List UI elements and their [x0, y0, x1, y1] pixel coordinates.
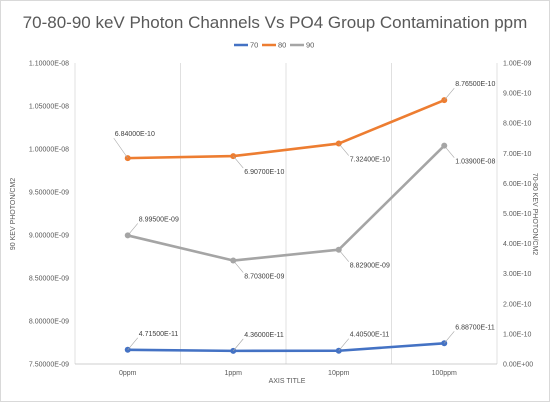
right-tick-label: 5.00E-10	[503, 211, 532, 218]
data-label: 6.90700E-10	[244, 169, 284, 176]
data-label: 4.36000E-11	[244, 332, 284, 339]
x-tick-label: 100ppm	[432, 370, 457, 377]
right-tick-label: 0.00E+00	[503, 362, 533, 369]
data-label: 7.32400E-10	[350, 157, 390, 164]
left-tick-label: 9.00000E-09	[29, 233, 69, 240]
leader-line	[444, 145, 455, 158]
right-tick-label: 2.00E-10	[503, 301, 532, 308]
x-axis-ticks: 0ppm 1ppm 10ppm 100ppm	[119, 370, 457, 377]
data-label: 8.99500E-09	[139, 216, 179, 223]
legend: 70 80 90	[234, 41, 314, 50]
right-tick-label: 3.00E-10	[503, 271, 532, 278]
right-axis-title: 70-80 KEV PHOTON/CM2	[531, 173, 538, 255]
right-axis-ticks: 0.00E+00 1.00E-10 2.00E-10 3.00E-10 4.00E-10…	[503, 61, 533, 369]
leader-line	[444, 331, 455, 344]
leader-line	[127, 337, 138, 350]
leader-line	[338, 143, 349, 156]
data-label: 6.88700E-11	[455, 324, 495, 331]
left-tick-label: 8.50000E-09	[29, 276, 69, 283]
data-label: 1.03900E-08	[455, 159, 495, 166]
left-tick-label: 8.00000E-09	[29, 319, 69, 326]
left-tick-label: 9.50000E-09	[29, 190, 69, 197]
left-tick-label: 1.05000E-08	[29, 104, 69, 111]
leader-line	[233, 338, 244, 352]
right-tick-label: 7.00E-10	[503, 151, 532, 158]
right-tick-label: 9.00E-10	[503, 91, 532, 98]
right-tick-label: 4.00E-10	[503, 241, 532, 248]
series-line-90	[127, 144, 446, 262]
legend-label: 80	[278, 41, 286, 50]
data-labels: 4.71500E-11 4.36000E-11 4.40500E-11 6.88700…	[113, 81, 495, 352]
x-axis-title: AXIS TITLE	[269, 378, 306, 385]
left-axis-ticks: 7.50000E-09 8.00000E-09 8.50000E-09 9.00000…	[29, 61, 69, 369]
right-tick-label: 6.00E-10	[503, 181, 532, 188]
x-tick-label: 0ppm	[119, 370, 137, 377]
series-line-70	[127, 341, 445, 353]
x-tick-label: 1ppm	[224, 370, 242, 377]
data-label: 8.82900E-09	[350, 263, 390, 270]
left-tick-label: 7.50000E-09	[29, 362, 69, 369]
leader-line	[444, 87, 455, 101]
data-label: 6.84000E-10	[115, 131, 155, 138]
legend-label: 70	[250, 41, 258, 50]
leader-line	[233, 155, 244, 169]
leader-line	[338, 249, 349, 262]
data-label: 4.40500E-11	[350, 332, 390, 339]
chart-title: 70-80-90 keV Photon Channels Vs PO4 Grou…	[23, 13, 528, 32]
left-axis-title: 90 KEV PHOTON/CM2	[10, 178, 17, 250]
data-label: 8.76500E-10	[455, 81, 495, 88]
leader-line	[113, 137, 128, 159]
data-label: 8.70300E-09	[244, 274, 284, 281]
grid-lines	[74, 63, 498, 365]
right-tick-label: 1.00E-10	[503, 331, 532, 338]
right-tick-label: 8.00E-10	[503, 121, 532, 128]
left-tick-label: 1.10000E-08	[29, 61, 69, 68]
leader-line	[338, 338, 349, 351]
data-label: 4.71500E-11	[139, 331, 179, 338]
left-tick-label: 1.00000E-08	[29, 147, 69, 154]
series-line-80	[127, 98, 445, 160]
right-tick-label: 1.00E-09	[503, 61, 532, 68]
leader-line	[233, 260, 244, 273]
leader-line	[127, 223, 138, 236]
x-tick-label: 10ppm	[328, 370, 350, 377]
legend-label: 90	[306, 41, 314, 50]
